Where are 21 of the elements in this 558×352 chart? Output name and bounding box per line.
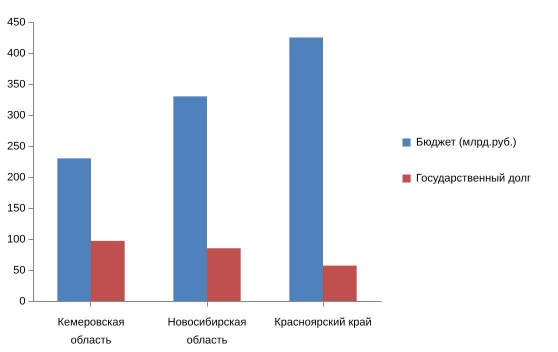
legend-label: Государственный долг — [416, 172, 531, 184]
y-tick-label: 50 — [13, 264, 26, 276]
x-tick-label: Новосибирская область — [168, 316, 246, 346]
y-tick-label: 150 — [7, 202, 26, 214]
x-tick-label: Кемеровская область — [58, 316, 124, 346]
y-tick-label: 0 — [19, 296, 26, 308]
y-tick-label: 250 — [7, 140, 26, 152]
y-tick-label: 400 — [7, 48, 26, 60]
legend-label: Бюджет (млрд.руб.) — [416, 136, 516, 148]
bar — [289, 38, 323, 301]
x-tick-label: Красноярский край — [274, 316, 372, 328]
bar — [57, 158, 91, 301]
y-tick-label: 450 — [7, 16, 26, 28]
y-tick-label: 100 — [7, 234, 26, 246]
bar — [173, 96, 207, 301]
bar — [91, 240, 125, 301]
y-tick-label: 350 — [7, 78, 26, 90]
y-tick-label: 300 — [7, 110, 26, 122]
bar — [207, 248, 241, 301]
bar — [323, 266, 357, 301]
y-tick-label: 200 — [7, 172, 26, 184]
